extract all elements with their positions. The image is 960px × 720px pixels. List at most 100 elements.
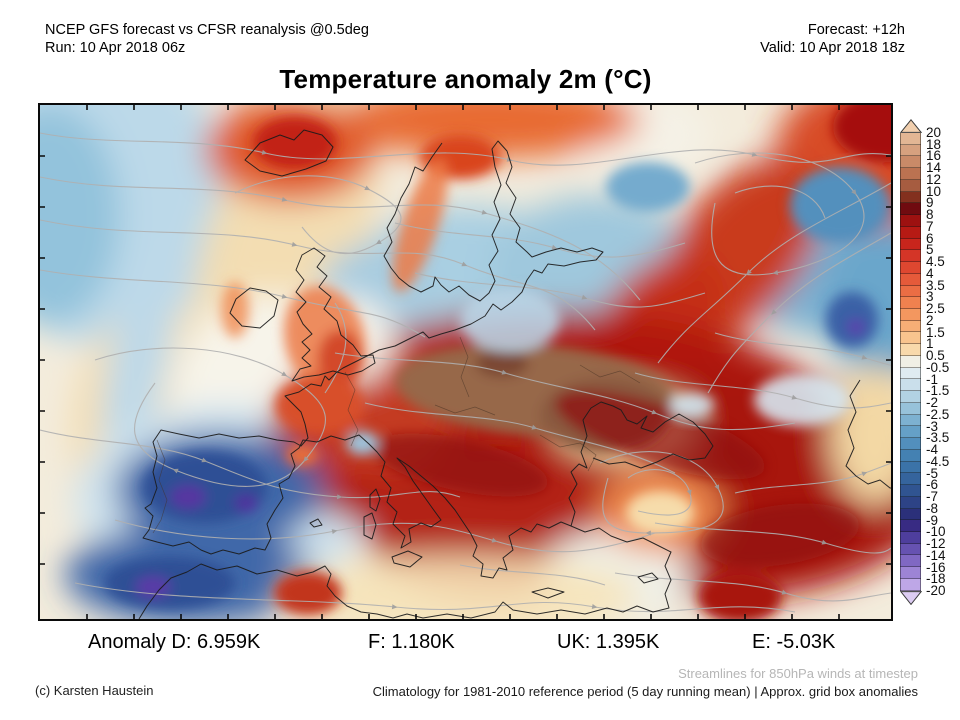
colorbar-swatch (900, 226, 921, 239)
island-crete (531, 587, 565, 599)
colorbar-label: -6 (926, 477, 939, 493)
island-sardinia (363, 512, 377, 540)
colorbar-swatch (900, 391, 921, 403)
colorbar-swatch (900, 402, 921, 415)
colorbar-label: -4 (926, 442, 939, 458)
colorbar-label: 14 (926, 160, 942, 176)
colorbar-label: 4.5 (926, 254, 945, 270)
colorbar-label: -16 (926, 559, 946, 575)
coastlines (138, 129, 891, 619)
anomaly-value: 1.180K (391, 631, 455, 653)
colorbar-swatch (900, 262, 921, 274)
colorbar-swatch (900, 285, 921, 298)
colorbar-label: 8 (926, 207, 934, 223)
island-cyprus (637, 572, 659, 584)
forecast-info: Forecast: +12h Valid: 10 Apr 2018 18z (760, 21, 905, 57)
colorbar-swatch (900, 191, 921, 204)
colorbar-label: -8 (926, 500, 939, 516)
model-run-line: Run: 10 Apr 2018 06z (45, 40, 186, 56)
colorbar-swatch (900, 344, 921, 356)
map-ticks (40, 105, 891, 619)
colorbar-label: -14 (926, 547, 946, 563)
colorbar-swatch (900, 379, 921, 392)
anomaly-map (38, 103, 893, 621)
colorbar-label: -0.5 (926, 359, 950, 375)
colorbar-swatch (900, 355, 921, 368)
coast-ireland (229, 287, 279, 329)
colorbar-label: -1 (926, 371, 939, 387)
colorbar-swatch (900, 250, 921, 263)
colorbar-label: 0.5 (926, 348, 945, 364)
colorbar-swatch (900, 449, 921, 462)
colorbar-swatch (900, 426, 921, 439)
colorbar-swatch (900, 531, 921, 544)
colorbar-swatch (900, 320, 921, 333)
colorbar-swatches (900, 133, 921, 591)
anomaly-label: E: (752, 631, 771, 653)
anomaly-label: UK: (557, 631, 591, 653)
colorbar-label: -10 (926, 524, 946, 540)
anomaly-readout-e: E: -5.03K (752, 631, 835, 654)
map-canvas (40, 105, 891, 619)
colorbar-label: -2 (926, 395, 939, 411)
island-corsica (369, 488, 381, 512)
colorbar-swatch (900, 309, 921, 321)
page-title: Temperature anomaly 2m (°C) (279, 64, 652, 94)
colorbar-swatch (900, 367, 921, 380)
colorbar-swatch (900, 567, 921, 579)
credit-text: (c) Karsten Haustein (35, 683, 154, 698)
climatology-note: Climatology for 1981-2010 reference peri… (372, 684, 918, 699)
colorbar-swatch (900, 133, 921, 145)
colorbar-label: -12 (926, 536, 946, 552)
colorbar-label: 2 (926, 312, 934, 328)
coast-iceland (244, 129, 334, 177)
colorbar-label: -20 (926, 583, 946, 598)
colorbar-swatch (900, 473, 921, 486)
colorbar-swatch (900, 520, 921, 532)
country-borders (152, 336, 641, 534)
anomaly-label: Anomaly D: (88, 631, 192, 653)
colorbar-swatch (900, 215, 921, 227)
forecast-lead-line: Forecast: +12h (807, 22, 905, 38)
colorbar-swatch (900, 332, 921, 345)
anomaly-value: -5.03K (776, 631, 836, 653)
colorbar-label: -4.5 (926, 453, 950, 469)
colorbar-label: 2.5 (926, 301, 945, 317)
anomaly-readout-d: Anomaly D: 6.959K (88, 631, 260, 654)
colorbar-swatch (900, 555, 921, 568)
coast-northafrica-levant (138, 525, 672, 619)
colorbar-label: 7 (926, 218, 934, 234)
colorbar-swatch (900, 273, 921, 286)
colorbar-swatch (900, 168, 921, 180)
colorbar-label: 20 (926, 125, 942, 140)
island-sicily (391, 550, 423, 568)
colorbar-label: 5 (926, 242, 934, 258)
model-info-line1: NCEP GFS forecast vs CFSR reanalysis @0.… (45, 22, 369, 38)
colorbar-label: -3.5 (926, 430, 950, 446)
colorbar-swatch (900, 496, 921, 509)
colorbar-label: -5 (926, 465, 939, 481)
coast-britain (291, 247, 376, 382)
colorbar-swatch (900, 508, 921, 521)
model-info: NCEP GFS forecast vs CFSR reanalysis @0.… (45, 21, 369, 57)
colorbar-label: 10 (926, 183, 942, 199)
colorbar-label: -9 (926, 512, 939, 528)
anomaly-readout-uk: UK: 1.395K (557, 631, 659, 654)
streamline-note: Streamlines for 850hPa winds at timestep (678, 666, 918, 681)
colorbar-label: 16 (926, 148, 942, 164)
colorbar-swatch (900, 144, 921, 157)
colorbar-label: -1.5 (926, 383, 950, 399)
colorbar-label: -3 (926, 418, 939, 434)
island-balearics (309, 518, 323, 528)
colorbar-label: -2.5 (926, 406, 950, 422)
colorbar-swatch (900, 156, 921, 169)
anomaly-value: 1.395K (595, 631, 660, 653)
colorbar-swatch (900, 414, 921, 427)
anomaly-label: F: (368, 631, 386, 653)
colorbar-swatch (900, 297, 921, 310)
colorbar-label: 1.5 (926, 324, 945, 340)
colorbar-label: -18 (926, 571, 946, 587)
colorbar-down-arrow (900, 591, 922, 605)
colorbar-swatch (900, 578, 921, 591)
